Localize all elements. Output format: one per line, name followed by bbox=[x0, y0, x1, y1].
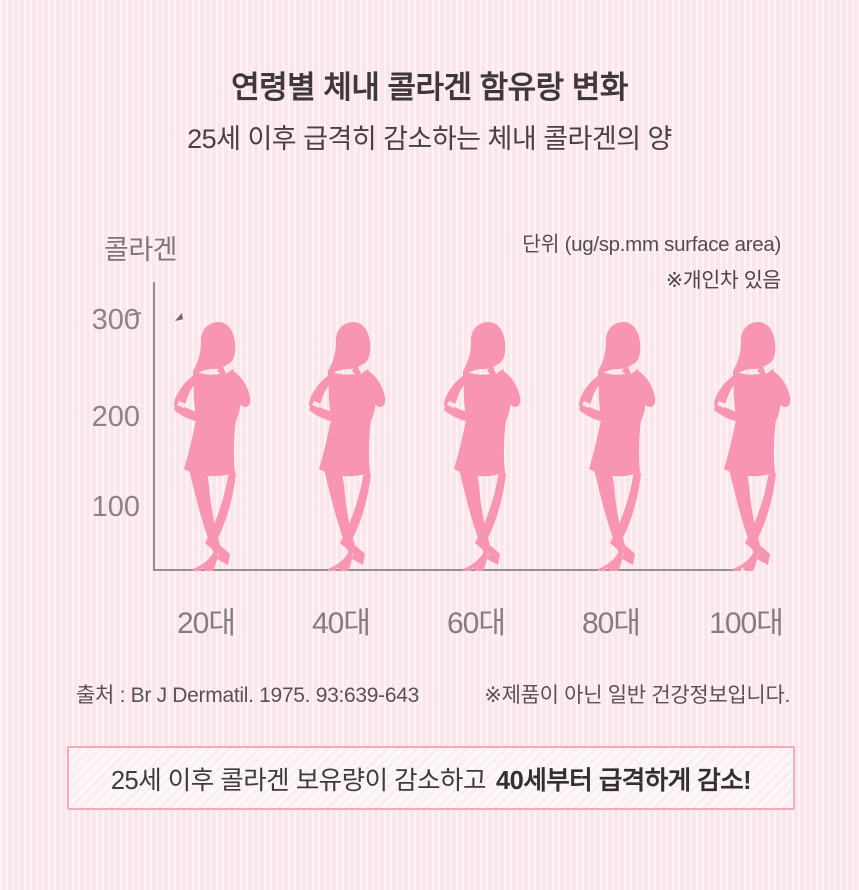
x-axis-label: 80대 bbox=[582, 607, 641, 640]
x-axis-line bbox=[153, 569, 741, 571]
woman-silhouette-icon bbox=[309, 322, 386, 571]
page-subtitle: 25세 이후 급격히 감소하는 체내 콜라겐의 양 bbox=[187, 124, 672, 154]
axis-corner-mark bbox=[175, 313, 183, 321]
silhouette-row bbox=[167, 319, 797, 571]
variance-note: ※개인차 있음 bbox=[665, 269, 781, 292]
x-axis-label: 100대 bbox=[709, 607, 784, 640]
x-axis-label: 40대 bbox=[312, 607, 371, 640]
citation-text: 출처 : Br J Dermatil. 1975. 93:639-643 bbox=[76, 684, 420, 707]
x-axis-label: 60대 bbox=[447, 607, 506, 640]
woman-silhouette-icon bbox=[444, 322, 521, 571]
page-title: 연령별 체내 콜라겐 함유랑 변화 bbox=[231, 70, 628, 105]
y-axis-title: 콜라겐 bbox=[104, 235, 178, 265]
woman-silhouette-icon bbox=[714, 322, 791, 571]
source-row: 출처 : Br J Dermatil. 1975. 93:639-643 ※제품… bbox=[0, 679, 859, 709]
x-axis-labels: 20대 40대 60대 80대 100대 bbox=[161, 598, 791, 642]
y-axis-line bbox=[153, 282, 155, 571]
y-tick-label-300: 300 bbox=[91, 304, 140, 336]
y-tick-label-100: 100 bbox=[91, 491, 140, 523]
y-tick-label-200: 200 bbox=[91, 401, 140, 433]
disclaimer-text: ※제품이 아닌 일반 건강정보입니다. bbox=[484, 684, 790, 707]
woman-silhouette-icon bbox=[174, 322, 251, 571]
callout-text-normal: 25세 이후 콜라겐 보유량이 감소하고 bbox=[110, 766, 487, 795]
callout-box: 25세 이후 콜라겐 보유량이 감소하고 40세부터 급격하게 감소! bbox=[67, 746, 795, 810]
x-axis-label: 20대 bbox=[177, 607, 236, 640]
callout-text-bold: 40세부터 급격하게 감소! bbox=[495, 766, 752, 795]
woman-silhouette-icon bbox=[579, 322, 656, 571]
unit-note: 단위 (ug/sp.mm surface area) bbox=[522, 233, 781, 256]
